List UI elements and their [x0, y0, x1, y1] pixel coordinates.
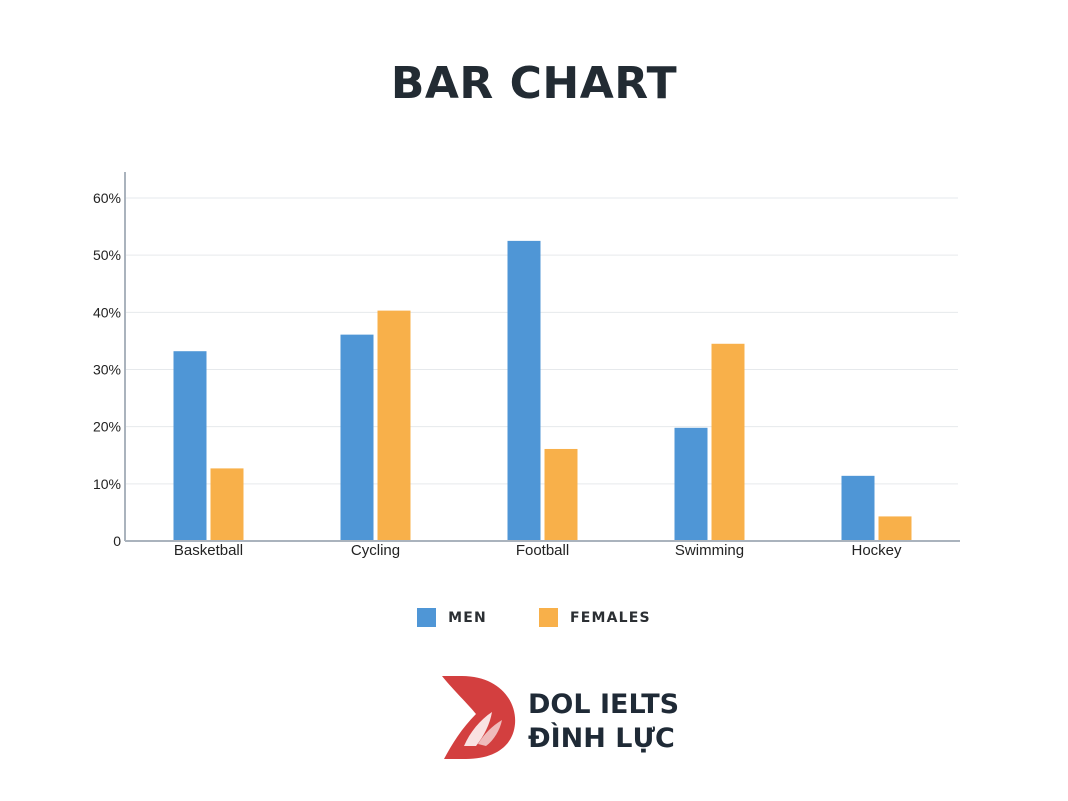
x-category-label: Swimming	[675, 542, 744, 559]
brand-line-2: ĐÌNH LỰC	[528, 723, 675, 754]
bar-men-swimming	[674, 427, 708, 540]
y-tick-label: 60%	[93, 190, 121, 206]
bar-females-basketball	[210, 468, 244, 540]
bar-men-basketball	[173, 351, 207, 540]
bar-females-cycling	[377, 310, 411, 540]
legend-label-men: MEN	[448, 609, 487, 626]
y-tick-label: 30%	[93, 362, 121, 378]
bar-chart: 0 10% 20% 30% 40% 50% 60% Basketball Cycling Foot…	[93, 172, 960, 559]
bar-females-swimming	[711, 343, 745, 540]
chart-title: BAR CHART	[390, 58, 678, 109]
y-tick-label: 40%	[93, 304, 121, 320]
legend: MEN FEMALES	[0, 608, 1068, 627]
legend-label-females: FEMALES	[569, 609, 651, 626]
legend-swatch-females	[538, 608, 558, 627]
brand-line-1: DOL IELTS	[528, 689, 680, 720]
bar-females-football	[544, 448, 578, 540]
x-category-label: Hockey	[851, 542, 902, 559]
bar-men-cycling	[340, 334, 374, 540]
x-category-label: Cycling	[351, 542, 400, 559]
y-tick-label: 10%	[93, 476, 121, 492]
legend-item-men: MEN	[417, 608, 487, 627]
y-tick-label: 50%	[93, 247, 121, 263]
brand-logo: DOL IELTS ĐÌNH LỰC	[440, 674, 680, 764]
legend-item-females: FEMALES	[538, 608, 651, 627]
y-tick-label: 20%	[93, 419, 121, 435]
x-category-label: Football	[516, 542, 569, 559]
bar-men-hockey	[841, 475, 875, 540]
bar-men-football	[507, 240, 541, 540]
brand-text: DOL IELTS ĐÌNH LỰC	[528, 688, 679, 756]
bar-females-hockey	[878, 516, 912, 540]
x-category-label: Basketball	[174, 542, 243, 559]
y-tick-label: 0	[113, 533, 121, 549]
dol-logo-icon	[442, 676, 516, 759]
legend-swatch-men	[417, 608, 437, 627]
